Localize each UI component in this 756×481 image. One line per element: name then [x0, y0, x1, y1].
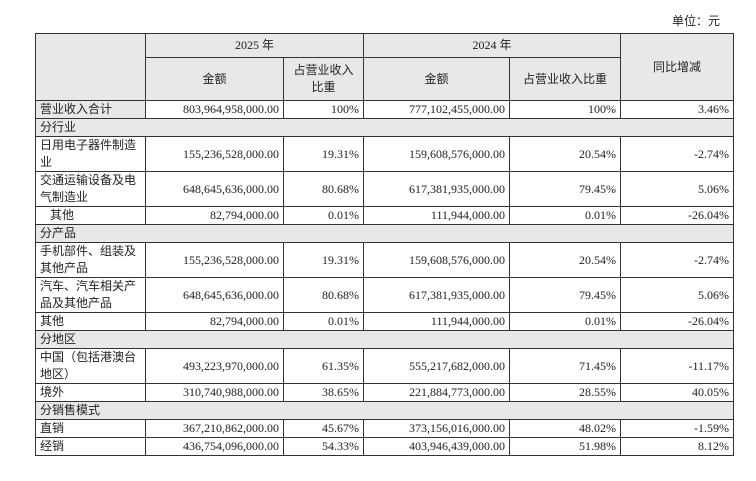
row-label: 汽车、汽车相关产品及其他产品	[35, 277, 146, 313]
row-label: 交通运输设备及电气制造业	[35, 171, 146, 207]
value-cell: 48.02%	[509, 419, 622, 438]
value-cell: 648,645,636,000.00	[145, 171, 284, 207]
table-row: 分产品	[34, 224, 735, 243]
value-cell: -26.04%	[620, 206, 735, 225]
table-row: 分地区	[34, 330, 735, 349]
value-cell: 71.45%	[509, 348, 622, 384]
value-cell: 19.31%	[282, 136, 365, 172]
table-row: 其他 82,794,000.00 0.01% 111,944,000.00 0.01% -…	[35, 206, 735, 225]
table-row: 分行业	[34, 118, 735, 137]
value-cell: 555,217,682,000.00	[363, 348, 511, 384]
value-cell: 40.05%	[620, 383, 735, 402]
table-row: 分销售模式	[34, 401, 735, 420]
value-cell: 155,236,528,000.00	[145, 136, 284, 172]
value-cell: 5.06%	[620, 171, 735, 207]
value-cell: 19.31%	[282, 242, 365, 278]
row-label: 手机部件、组装及其他产品	[35, 242, 146, 278]
value-cell: 0.01%	[509, 206, 622, 225]
value-cell: 617,381,935,000.00	[363, 171, 511, 207]
value-cell: 0.01%	[282, 312, 365, 331]
table-row: 营业收入合计 803,964,958,000.00 100% 777,102,455,…	[35, 100, 735, 119]
value-cell: 20.54%	[509, 136, 622, 172]
header-cell: 占营业收入比重	[509, 57, 622, 101]
value-cell: 803,964,958,000.00	[145, 100, 284, 119]
value-cell: 100%	[282, 100, 365, 119]
value-cell: 777,102,455,000.00	[363, 100, 511, 119]
table-body: 2025 年 2024 年 同比增减 金额 占营业收入比重 金额 占营业收入比重…	[34, 33, 735, 456]
value-cell: 79.45%	[509, 277, 622, 313]
value-cell: 80.68%	[282, 171, 365, 207]
value-cell: 159,608,576,000.00	[363, 136, 511, 172]
value-cell: 367,210,862,000.00	[145, 419, 284, 438]
value-cell: 54.33%	[282, 437, 365, 456]
row-label: 直销	[35, 419, 146, 438]
row-label: 经销	[35, 437, 146, 456]
value-cell: 159,608,576,000.00	[363, 242, 511, 278]
revenue-table: 2025 年 2024 年 同比增减 金额 占营业收入比重 金额 占营业收入比重…	[34, 33, 735, 456]
section-label: 分行业	[34, 118, 735, 137]
unit-label: 单位：元	[671, 14, 720, 28]
section-label: 分产品	[34, 224, 735, 243]
value-cell: -11.17%	[620, 348, 735, 384]
value-cell: 403,946,439,000.00	[363, 437, 511, 456]
table-row: 交通运输设备及电气制造业 648,645,636,000.00 80.68% 617,…	[35, 171, 735, 207]
table-row: 汽车、汽车相关产品及其他产品 648,645,636,000.00 80.68% 61…	[35, 277, 735, 313]
table-row: 手机部件、组装及其他产品 155,236,528,000.00 19.31% 159,…	[35, 242, 735, 278]
row-label: 中国（包括港澳台地区）	[35, 348, 146, 384]
header-cell: 2025 年	[144, 33, 365, 58]
section-label: 分地区	[34, 330, 735, 349]
header-cell: 同比增减	[620, 33, 735, 101]
value-cell: -2.74%	[620, 242, 735, 278]
header-cell: 占营业收入比重	[282, 57, 365, 101]
header-cell: 金额	[363, 57, 511, 101]
value-cell: 221,884,773,000.00	[363, 383, 511, 402]
header-row: 2025 年 2024 年 同比增减	[35, 33, 735, 101]
value-cell: 100%	[509, 100, 622, 119]
header-cell: 2024 年	[363, 33, 622, 58]
row-label: 营业收入合计	[35, 100, 146, 119]
value-cell: 155,236,528,000.00	[145, 242, 284, 278]
value-cell: 28.55%	[509, 383, 622, 402]
table-row: 中国（包括港澳台地区） 493,223,970,000.00 61.35% 555,2…	[35, 348, 735, 384]
value-cell: 111,944,000.00	[363, 206, 511, 225]
table-row: 其他 82,794,000.00 0.01% 111,944,000.00 0.01% -…	[35, 312, 735, 331]
table-row: 直销 367,210,862,000.00 45.67% 373,156,016,00…	[35, 419, 735, 438]
header-row: 金额 占营业收入比重 金额 占营业收入比重	[36, 57, 734, 101]
value-cell: 617,381,935,000.00	[363, 277, 511, 313]
value-cell: 82,794,000.00	[145, 206, 284, 225]
value-cell: -1.59%	[620, 419, 735, 438]
section-label: 分销售模式	[34, 401, 735, 420]
value-cell: 310,740,988,000.00	[145, 383, 284, 402]
value-cell: -26.04%	[620, 312, 735, 331]
table-row: 日用电子器件制造业 155,236,528,000.00 19.31% 159,608…	[35, 136, 735, 172]
table-row: 经销 436,754,096,000.00 54.33% 403,946,439,00…	[35, 437, 735, 456]
value-cell: 51.98%	[509, 437, 622, 456]
value-cell: -2.74%	[620, 136, 735, 172]
value-cell: 493,223,970,000.00	[145, 348, 284, 384]
value-cell: 45.67%	[282, 419, 365, 438]
row-label: 日用电子器件制造业	[35, 136, 146, 172]
value-cell: 0.01%	[282, 206, 365, 225]
value-cell: 79.45%	[509, 171, 622, 207]
header-cell	[35, 33, 146, 101]
value-cell: 373,156,016,000.00	[363, 419, 511, 438]
value-cell: 38.65%	[282, 383, 365, 402]
value-cell: 80.68%	[282, 277, 365, 313]
header-cell: 金额	[145, 57, 284, 101]
value-cell: 20.54%	[509, 242, 622, 278]
value-cell: 8.12%	[620, 437, 735, 456]
row-label: 其他	[35, 312, 146, 331]
value-cell: 0.01%	[509, 312, 622, 331]
value-cell: 5.06%	[620, 277, 735, 313]
row-label: 境外	[35, 383, 146, 402]
value-cell: 436,754,096,000.00	[145, 437, 284, 456]
value-cell: 61.35%	[282, 348, 365, 384]
value-cell: 648,645,636,000.00	[145, 277, 284, 313]
value-cell: 111,944,000.00	[363, 312, 511, 331]
row-label: 其他	[35, 206, 146, 225]
table-row: 境外 310,740,988,000.00 38.65% 221,884,773,00…	[35, 383, 735, 402]
value-cell: 82,794,000.00	[145, 312, 284, 331]
value-cell: 3.46%	[620, 100, 735, 119]
